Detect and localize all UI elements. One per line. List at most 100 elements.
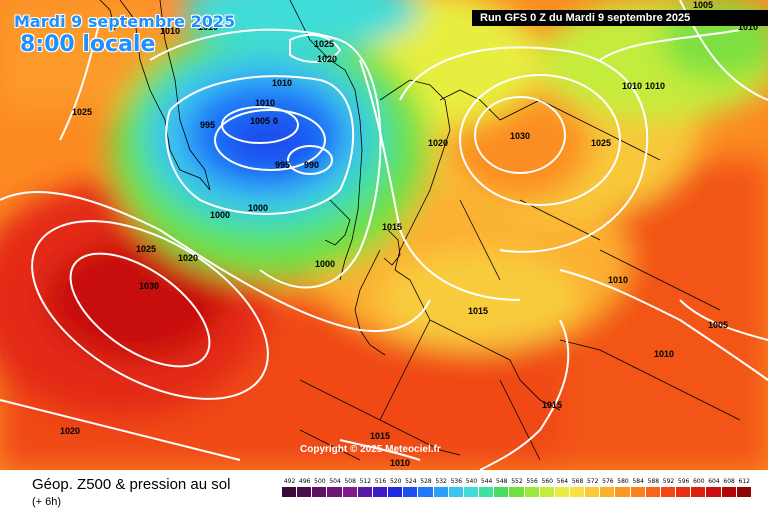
pressure-label: 1000 (315, 259, 335, 269)
pressure-label: 1015 (542, 400, 562, 410)
pressure-label: 1010 (608, 275, 628, 285)
pressure-label: 1015 (382, 222, 402, 232)
pressure-label: 1020 (178, 253, 198, 263)
pressure-label: 1005 (250, 116, 270, 126)
isobar-1025-nw (59, 19, 101, 141)
scale-swatch (691, 487, 707, 497)
scale-swatch (448, 487, 464, 497)
pressure-label: 1020 (317, 54, 337, 64)
color-scale-labels: 492 496 500 504 508 512 516 520 524 528 532 536 540 5… (282, 478, 752, 485)
pressure-label: 1010 (198, 22, 218, 32)
pressure-label: 1010 (255, 98, 275, 108)
scale-swatch (630, 487, 646, 497)
scale-swatch (494, 487, 510, 497)
pressure-label: 1015 (370, 431, 390, 441)
scale-label: 512 (359, 478, 372, 485)
pressure-label: 990 (304, 160, 319, 170)
pressure-label: 1020 (428, 138, 448, 148)
pressure-label: 1010 (390, 458, 410, 468)
scale-swatch (569, 487, 586, 497)
isobar-1030 (69, 252, 211, 368)
scale-swatch (676, 487, 692, 497)
isobar-1020-scand (399, 46, 649, 253)
isobar-990 (287, 145, 333, 175)
scale-label: 592 (662, 478, 675, 485)
pressure-label: 1005 (693, 0, 713, 10)
scale-swatch (372, 487, 389, 497)
scale-label: 588 (647, 478, 660, 485)
scale-label: 516 (374, 478, 387, 485)
isobar-995 (214, 109, 326, 171)
scale-label: 580 (617, 478, 629, 485)
date-label: Mardi 9 septembre 2025 (14, 12, 236, 31)
scale-label: 548 (496, 478, 508, 485)
scale-swatch (615, 487, 631, 497)
scale-label: 540 (465, 478, 478, 485)
isobar-1025-scand (459, 74, 621, 206)
isobar-1005 (221, 106, 299, 144)
pressure-label: 1025 (314, 39, 334, 49)
scale-label: 556 (526, 478, 538, 485)
pressure-label: 1000 (248, 203, 268, 213)
legend-footer: Géop. Z500 & pression au sol (+ 6h) 492 4… (0, 470, 768, 512)
scale-label: 572 (586, 478, 599, 485)
pressure-label: 1030 (139, 281, 159, 291)
pressure-label: 1030 (510, 131, 530, 141)
legend-title: Géop. Z500 & pression au sol (32, 476, 231, 493)
pressure-label: 995 (200, 120, 215, 130)
scale-swatch (463, 487, 480, 497)
scale-swatch (539, 487, 555, 497)
scale-label: 532 (435, 478, 447, 485)
scale-swatch (479, 487, 495, 497)
scale-label: 504 (329, 478, 341, 485)
isobar-1015 (359, 59, 521, 301)
scale-label: 524 (405, 478, 417, 485)
isobar-1025-greenland (289, 33, 342, 63)
scale-label: 600 (693, 478, 705, 485)
scale-label: 500 (314, 478, 326, 485)
pressure-label: 995 (275, 160, 290, 170)
scale-label: 508 (344, 478, 356, 485)
scale-label: 496 (299, 478, 311, 485)
isobar-1015-south (479, 319, 570, 470)
scale-swatch (585, 487, 601, 497)
scale-swatch (433, 487, 449, 497)
pressure-label: 1020 (60, 426, 80, 436)
scale-label: 492 (283, 478, 296, 485)
scale-label: 568 (571, 478, 584, 485)
scale-label: 528 (420, 478, 432, 485)
isobar-1020-south (0, 399, 241, 461)
isobar-1000 (165, 75, 355, 215)
pressure-label: 1010 (645, 81, 665, 91)
scale-swatch (327, 487, 343, 497)
scale-swatch (706, 487, 722, 497)
pressure-label: 1010 (654, 349, 674, 359)
coastlines (99, 0, 741, 461)
scale-swatch (600, 487, 616, 497)
scale-label: 604 (708, 478, 720, 485)
pressure-label: 1000 (210, 210, 230, 220)
color-scale-bar (282, 487, 752, 497)
scale-swatch (342, 487, 358, 497)
pressure-label: 1025 (136, 244, 156, 254)
scale-label: 552 (511, 478, 523, 485)
scale-swatch (282, 487, 298, 497)
scale-swatch (645, 487, 661, 497)
isobar-1020-west (0, 190, 431, 332)
isobar-1025 (31, 220, 269, 400)
scale-label: 584 (632, 478, 644, 485)
isobars (0, 0, 768, 470)
scale-swatch (357, 487, 373, 497)
copyright-text: Copyright © 2025 Meteociel.fr (300, 444, 441, 455)
pressure-label: 1025 (72, 107, 92, 117)
scale-swatch (312, 487, 328, 497)
weather-map: 1010 1010 1025 1020 1010 1010 995 1005 0 995 990 10… (0, 0, 768, 470)
scale-label: 564 (556, 478, 569, 485)
scale-swatch (403, 487, 419, 497)
scale-swatch (418, 487, 434, 497)
pressure-label: 1010 (738, 22, 758, 32)
isobar-1010 (149, 28, 382, 289)
isobar-1010-east (559, 269, 768, 381)
